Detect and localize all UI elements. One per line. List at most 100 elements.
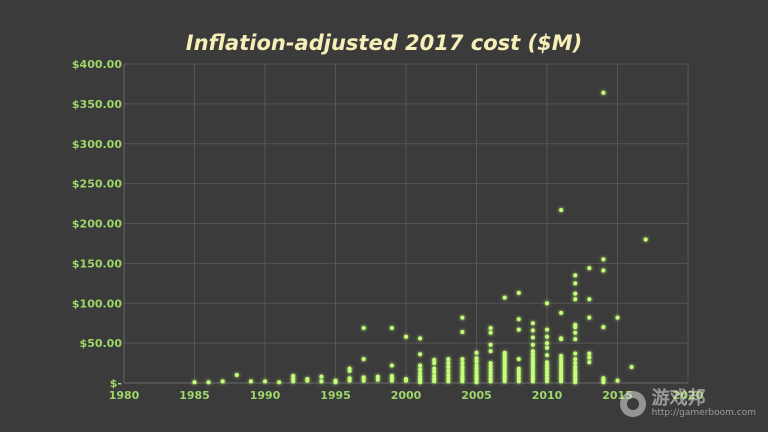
- data-point: [559, 310, 564, 315]
- data-point: [516, 376, 521, 381]
- data-point: [587, 351, 592, 356]
- data-point: [516, 369, 521, 374]
- data-point: [615, 315, 620, 320]
- data-point: [643, 237, 648, 242]
- data-point: [361, 378, 366, 383]
- data-point: [446, 369, 451, 374]
- data-point: [206, 380, 211, 385]
- data-point: [545, 379, 549, 384]
- gamerboom-logo-icon: [619, 390, 646, 417]
- data-point: [474, 350, 479, 355]
- x-tick-label: 2020: [673, 389, 704, 402]
- data-point: [545, 363, 549, 368]
- data-point: [347, 366, 352, 371]
- data-point: [530, 335, 535, 340]
- data-point: [573, 281, 578, 286]
- y-tick-label: $300.00: [72, 138, 122, 151]
- data-point: [291, 377, 296, 382]
- y-tick-label: $250.00: [72, 178, 122, 191]
- data-point: [446, 357, 451, 362]
- data-point: [488, 325, 493, 330]
- x-tick-label: 1980: [109, 389, 140, 402]
- data-point: [319, 374, 324, 379]
- data-point: [418, 367, 423, 372]
- data-point: [361, 375, 366, 380]
- data-point: [516, 357, 521, 362]
- data-point: [516, 373, 521, 378]
- data-point: [319, 379, 324, 384]
- data-point: [601, 376, 606, 381]
- data-point: [488, 377, 493, 382]
- data-point: [615, 378, 620, 383]
- data-point: [460, 368, 465, 373]
- data-point: [559, 363, 564, 368]
- data-point: [573, 351, 578, 356]
- data-point: [559, 207, 564, 212]
- data-point: [375, 374, 380, 379]
- data-point: [488, 373, 493, 378]
- data-point: [446, 379, 451, 384]
- data-point: [545, 366, 549, 371]
- data-point: [375, 377, 380, 382]
- y-tick-label: $50.00: [80, 337, 123, 350]
- data-point: [460, 329, 465, 334]
- data-point: [263, 379, 267, 384]
- data-point: [545, 301, 549, 306]
- data-point: [545, 334, 549, 339]
- data-point: [248, 379, 253, 384]
- data-point: [432, 361, 437, 366]
- data-point: [418, 352, 423, 357]
- data-point: [474, 359, 479, 364]
- data-point: [291, 373, 296, 378]
- data-point: [432, 366, 437, 371]
- data-point: [460, 371, 465, 376]
- data-point: [516, 317, 521, 322]
- data-point: [559, 366, 564, 371]
- data-point: [446, 376, 451, 381]
- data-point: [488, 364, 493, 369]
- data-point: [488, 361, 493, 366]
- data-point: [432, 357, 437, 362]
- x-tick-label: 1995: [320, 389, 351, 402]
- x-tick-label: 2005: [461, 389, 492, 402]
- data-point: [530, 355, 535, 360]
- data-point: [573, 337, 578, 342]
- data-point: [404, 377, 408, 382]
- data-point: [530, 342, 535, 347]
- data-point: [502, 295, 507, 300]
- y-tick-label: $150.00: [72, 257, 122, 270]
- data-point: [432, 373, 437, 378]
- data-point: [389, 325, 394, 330]
- x-tick-label: 2010: [532, 389, 563, 402]
- x-axis-tick-labels: 1980 1985 1990 1995 2000 2005 2010 2015 2020: [109, 389, 704, 402]
- data-point: [601, 268, 606, 273]
- data-point: [516, 327, 521, 332]
- data-point: [389, 373, 394, 378]
- data-point: [488, 349, 493, 354]
- data-point: [629, 365, 634, 370]
- data-point: [516, 379, 521, 384]
- watermark-url: http://gamerboom.com: [651, 408, 756, 418]
- data-point: [573, 357, 578, 362]
- data-point: [418, 374, 423, 379]
- data-point: [446, 373, 451, 378]
- data-point: [389, 363, 394, 368]
- data-point: [432, 377, 437, 382]
- data-point: [361, 357, 366, 362]
- data-point: [460, 365, 465, 370]
- data-point: [573, 297, 578, 302]
- data-point: [488, 342, 493, 347]
- data-point: [601, 325, 606, 330]
- data-point: [192, 380, 197, 385]
- data-point: [587, 360, 592, 365]
- data-point: [573, 368, 578, 373]
- data-points: [192, 90, 648, 385]
- data-point: [601, 257, 606, 262]
- data-point: [545, 360, 549, 365]
- data-point: [601, 90, 606, 95]
- data-point: [418, 336, 423, 341]
- y-tick-label: $100.00: [72, 297, 122, 310]
- data-point: [559, 369, 564, 374]
- data-point: [404, 334, 408, 339]
